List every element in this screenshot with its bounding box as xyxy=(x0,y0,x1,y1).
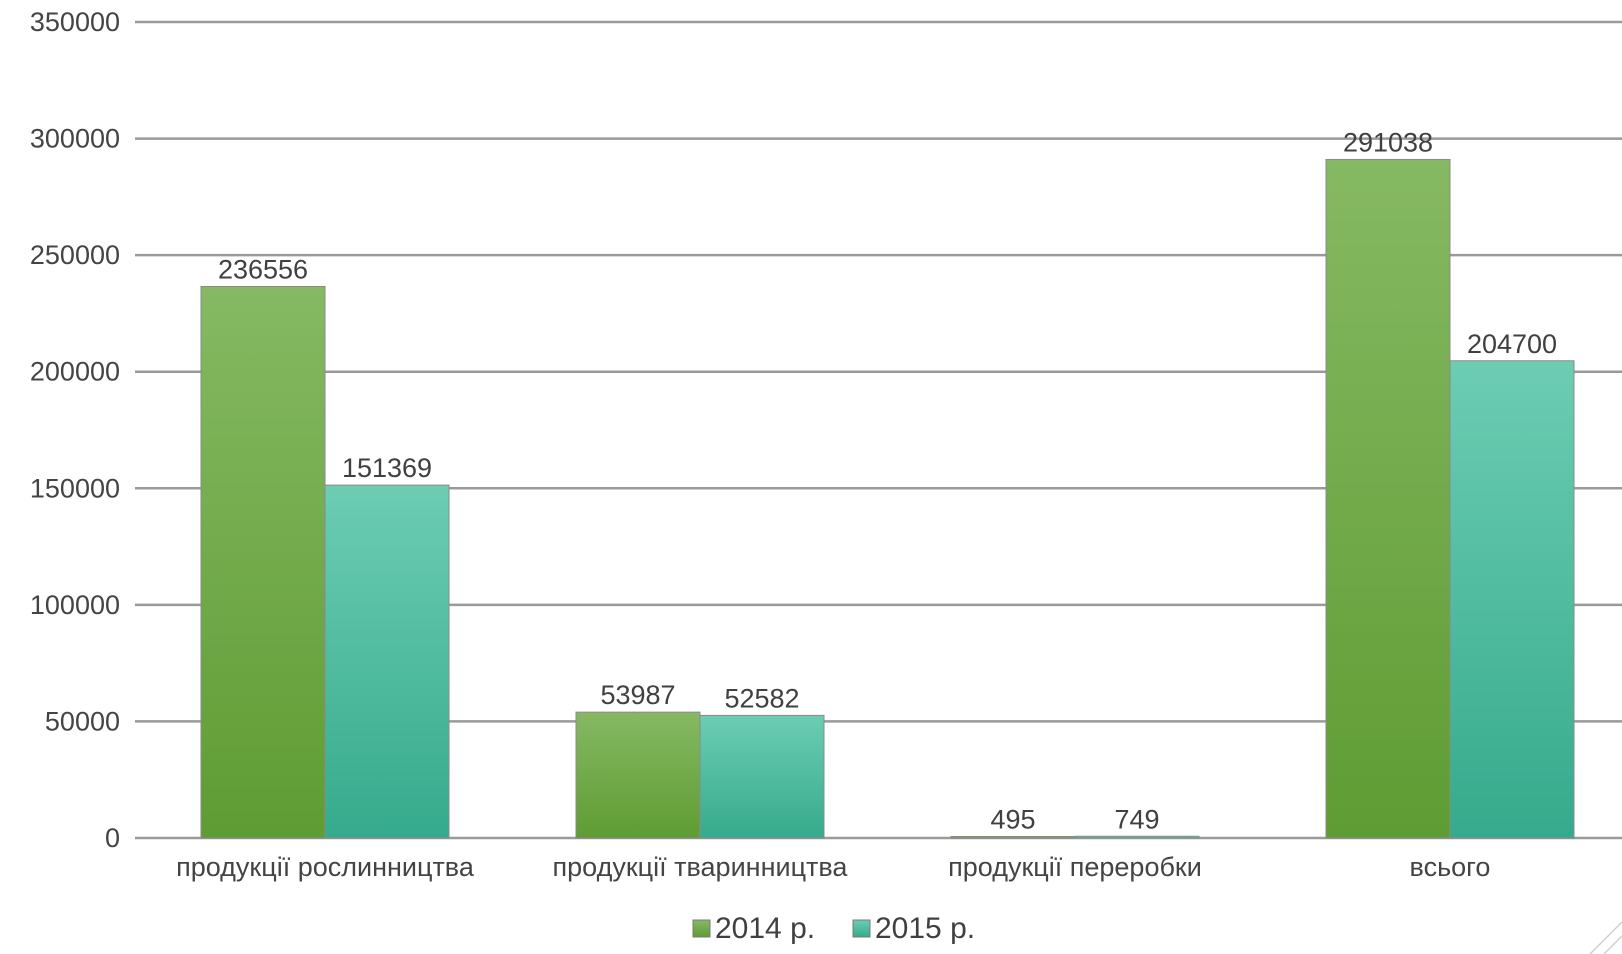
data-label: 495 xyxy=(990,805,1035,835)
bar xyxy=(699,714,825,839)
legend: 2014 р. 2015 р. xyxy=(692,912,975,945)
data-label: 52582 xyxy=(724,683,799,713)
y-tick-label: 200000 xyxy=(30,357,120,387)
x-tick-label: всього xyxy=(1410,852,1491,882)
x-tick-label: продукції тваринництва xyxy=(553,852,849,882)
y-axis-ticks: 0 50000 100000 150000 200000 250000 300000 3500… xyxy=(30,7,120,853)
data-label: 291038 xyxy=(1343,127,1433,157)
y-tick-label: 50000 xyxy=(45,706,120,736)
bars xyxy=(200,158,1575,839)
data-label: 204700 xyxy=(1467,329,1557,359)
bar xyxy=(324,484,450,839)
x-axis-ticks: продукції рослинництва продукції тваринни… xyxy=(176,852,1490,882)
y-tick-label: 350000 xyxy=(30,7,120,37)
y-tick-label: 250000 xyxy=(30,240,120,270)
data-label: 151369 xyxy=(342,453,432,483)
bar xyxy=(200,285,326,839)
corner-decoration xyxy=(1589,921,1622,954)
x-tick-label: продукції рослинництва xyxy=(176,852,475,882)
data-labels: 236556 151369 53987 52582 495 749 291038 204700 xyxy=(218,127,1557,834)
x-tick-label: продукції переробки xyxy=(948,852,1202,882)
y-tick-label: 150000 xyxy=(30,473,120,503)
legend-label: 2014 р. xyxy=(715,912,815,945)
data-label: 749 xyxy=(1114,804,1159,834)
bar xyxy=(1449,360,1575,839)
data-label: 53987 xyxy=(600,680,675,710)
bar xyxy=(1325,158,1451,839)
legend-swatch xyxy=(852,919,871,938)
bar xyxy=(1074,835,1200,839)
y-tick-label: 300000 xyxy=(30,124,120,154)
legend-label: 2015 р. xyxy=(875,912,975,945)
data-label: 236556 xyxy=(218,254,308,284)
bar xyxy=(575,711,701,839)
bar xyxy=(950,836,1076,839)
y-tick-label: 100000 xyxy=(30,590,120,620)
y-tick-label: 0 xyxy=(105,823,120,853)
legend-swatch xyxy=(692,919,711,938)
corner-decoration xyxy=(1603,935,1622,954)
